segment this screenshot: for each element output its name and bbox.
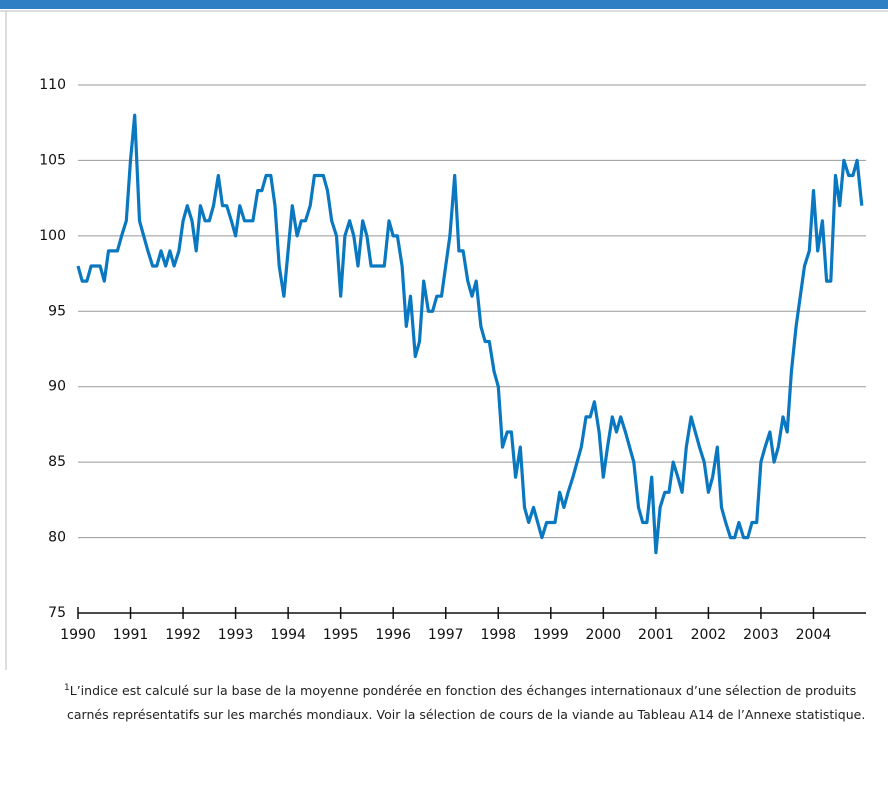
x-tick-label: 1995: [323, 627, 359, 643]
x-tick-label: 1991: [113, 627, 149, 643]
x-tick-label: 1997: [428, 627, 464, 643]
x-tick-label: 2004: [796, 627, 832, 643]
footnote: 1L’indice est calculé sur la base de la …: [55, 676, 867, 727]
x-tick-label: 1994: [270, 627, 306, 643]
x-tick-label: 2000: [586, 627, 622, 643]
y-tick-label: 80: [48, 530, 66, 546]
x-tick-label: 1996: [375, 627, 411, 643]
x-tick-label: 2002: [691, 627, 727, 643]
y-tick-label: 95: [48, 303, 66, 319]
y-tick-label: 110: [39, 77, 66, 93]
chart: 75 80 85 90 95 100 105 110 1990 1991 1992 1993 1994 1…: [0, 0, 888, 670]
x-tick-label: 1993: [218, 627, 254, 643]
x-tick-label: 1999: [533, 627, 569, 643]
note-text: L’indice est calculé sur la base de la m…: [67, 683, 866, 723]
x-tick-label: 1992: [165, 627, 201, 643]
note-marker: 1: [64, 683, 70, 693]
top-bar: [0, 0, 888, 9]
x-tick-label: 1998: [480, 627, 516, 643]
y-tick-label: 100: [39, 228, 66, 244]
data-line: [76, 113, 864, 555]
x-tick-label: 2003: [743, 627, 779, 643]
x-tick-label: 2001: [638, 627, 674, 643]
y-tick-label: 105: [39, 152, 66, 168]
y-tick-label: 85: [48, 454, 66, 470]
y-tick-label: 90: [48, 379, 66, 395]
y-tick-label: 75: [48, 605, 66, 621]
x-tick-label: 1990: [60, 627, 96, 643]
